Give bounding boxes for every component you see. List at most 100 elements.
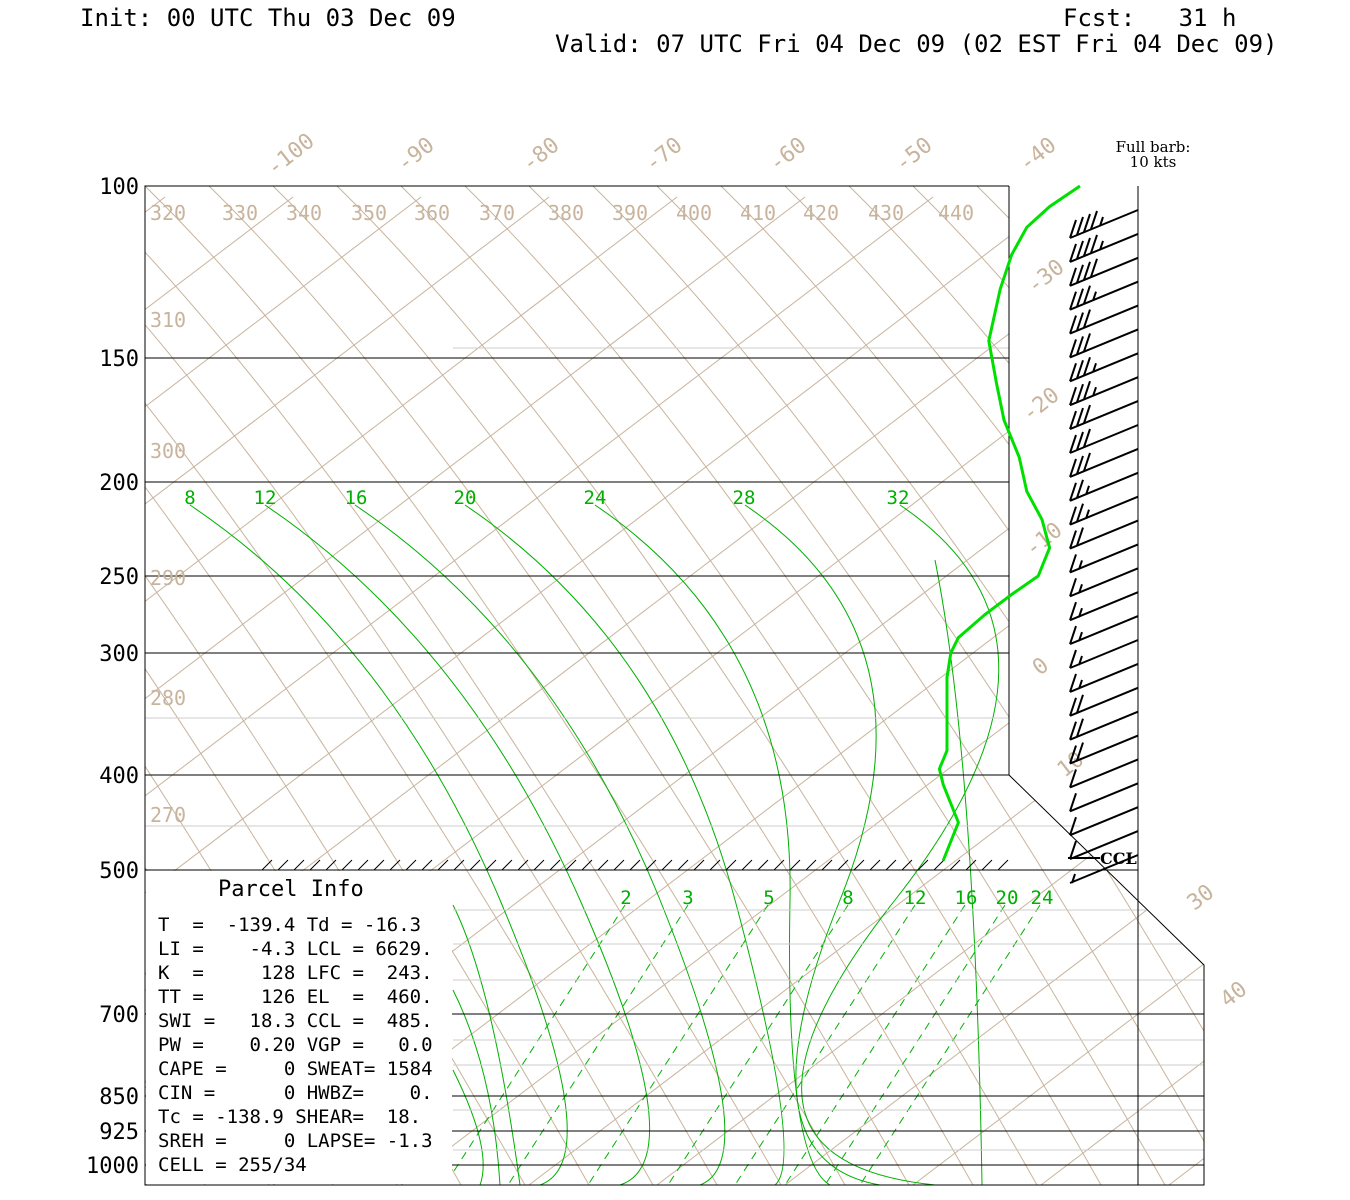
parcel-info-row: LI = -4.3 LCL = 6629. — [158, 938, 433, 960]
barb-flag — [1069, 625, 1077, 645]
isotherm-line — [145, 196, 166, 1185]
barb-staff — [1069, 806, 1139, 837]
isotherm-line — [1168, 196, 1204, 1185]
isotherm-label: 10 — [1053, 747, 1089, 783]
barb-flag — [1083, 261, 1091, 281]
barb-half — [1099, 216, 1104, 227]
hatch-mark — [373, 859, 385, 871]
isotherm-label: -40 — [1015, 133, 1062, 177]
mixing-ratio-line — [464, 504, 785, 1185]
hatch-mark — [933, 859, 945, 871]
theta-label: 270 — [150, 803, 186, 827]
theta-label: 340 — [286, 201, 322, 225]
isotherm-line — [1297, 197, 1350, 1185]
hatch-mark — [965, 859, 977, 871]
barb-half — [1085, 509, 1090, 519]
parcel-info-row: PW = 0.20 VGP = 0.0 — [158, 1034, 433, 1056]
mixing-ratio-line — [452, 904, 521, 1185]
isotherm-line — [0, 197, 37, 1185]
parcel-info-row: T = -139.4 Td = -16.3 — [158, 914, 421, 936]
isotherm-label: 30 — [1183, 880, 1219, 916]
isotherm-label: -60 — [765, 133, 812, 177]
barb-flag — [1069, 458, 1077, 478]
parcel-info-panel — [146, 871, 452, 1184]
theta-label: 430 — [868, 201, 904, 225]
barb-half — [1092, 363, 1097, 373]
barb-staff — [1069, 591, 1139, 622]
hatch-mark — [789, 859, 801, 871]
hatch-mark — [821, 859, 833, 871]
barb-staff — [1069, 256, 1139, 287]
isotherm-line — [784, 196, 1204, 1185]
isotherm-label: 40 — [1216, 977, 1252, 1013]
dry-adiabat-line — [400, 186, 1102, 1185]
dry-adiabat-line — [912, 186, 1204, 1185]
barb-legend-line2: 10 kts — [1130, 153, 1177, 171]
wind-barb — [1069, 591, 1139, 622]
barb-staff — [1069, 495, 1139, 526]
wind-barb — [1069, 447, 1139, 478]
theta-label: 350 — [351, 201, 387, 225]
barb-half — [1078, 560, 1083, 570]
barb-flag — [1090, 234, 1098, 254]
dry-adiabat-line — [145, 186, 718, 1185]
hatch-mark — [597, 859, 609, 871]
barb-staff — [1069, 352, 1139, 383]
dry-adiabat-line — [145, 186, 846, 1185]
barb-flag — [1069, 578, 1077, 597]
isotherm-label: -70 — [641, 133, 688, 177]
hatch-mark — [901, 859, 913, 871]
wind-barb — [1069, 400, 1139, 431]
barb-half — [1078, 607, 1083, 618]
theta-label: 420 — [803, 201, 839, 225]
dry-adiabat-line — [1104, 186, 1204, 1185]
mixing-ratio-line — [354, 504, 726, 1185]
hatch-mark — [805, 859, 817, 871]
pressure-tick-label: 925 — [99, 1120, 139, 1145]
isotherm-line — [656, 196, 1204, 1185]
barb-flag — [1069, 649, 1077, 669]
valid-time-label: Valid: 07 UTC Fri 04 Dec 09 (02 EST Fri … — [555, 30, 1278, 58]
wind-barb — [1069, 782, 1139, 813]
barb-flag — [1083, 404, 1091, 424]
hatch-mark — [485, 859, 497, 871]
theta-label: 310 — [150, 308, 186, 332]
barb-staff — [1069, 734, 1139, 765]
wind-barb — [1069, 256, 1139, 287]
barb-staff — [1069, 232, 1139, 263]
wind-barb — [1069, 376, 1139, 407]
barb-flag — [1083, 428, 1091, 448]
isotherm-label: -90 — [393, 133, 440, 177]
barb-flag — [1069, 673, 1077, 693]
init-time-label: Init: 00 UTC Thu 03 Dec 09 — [80, 4, 456, 32]
pressure-tick-label: 150 — [99, 347, 139, 372]
pressure-tick-label: 500 — [99, 859, 139, 884]
wind-barb — [1069, 734, 1139, 765]
hatch-mark — [725, 859, 737, 871]
dry-adiabat-line — [145, 186, 590, 1185]
barb-staff — [1069, 567, 1139, 598]
barb-flag — [1083, 237, 1091, 257]
barb-flag — [1076, 288, 1084, 307]
theta-label: 440 — [938, 201, 974, 225]
barb-flag — [1076, 455, 1084, 475]
barb-half — [1078, 655, 1083, 666]
theta-label: 390 — [612, 201, 648, 225]
barb-flag — [1069, 769, 1077, 788]
barb-staff — [1069, 830, 1139, 861]
isotherm-label: -30 — [1023, 255, 1070, 299]
theta-label: 290 — [150, 566, 186, 590]
theta-label: 320 — [150, 201, 186, 225]
hatch-mark — [325, 859, 337, 871]
pressure-tick-label: 100 — [99, 175, 139, 200]
wind-barb — [1069, 304, 1139, 335]
parcel-info-rows: T = -139.4 Td = -16.3LI = -4.3 LCL = 662… — [158, 914, 433, 1176]
barb-legend-line1: Full barb: — [1116, 138, 1191, 156]
barb-half — [1071, 873, 1076, 884]
isotherm-line — [145, 196, 934, 1185]
wind-barb — [1069, 615, 1139, 646]
mixing-ratio-label: 8 — [842, 887, 853, 909]
barb-flag — [1069, 745, 1077, 764]
mixing-ratio-line — [264, 504, 650, 1185]
isotherm-line — [145, 196, 550, 1185]
